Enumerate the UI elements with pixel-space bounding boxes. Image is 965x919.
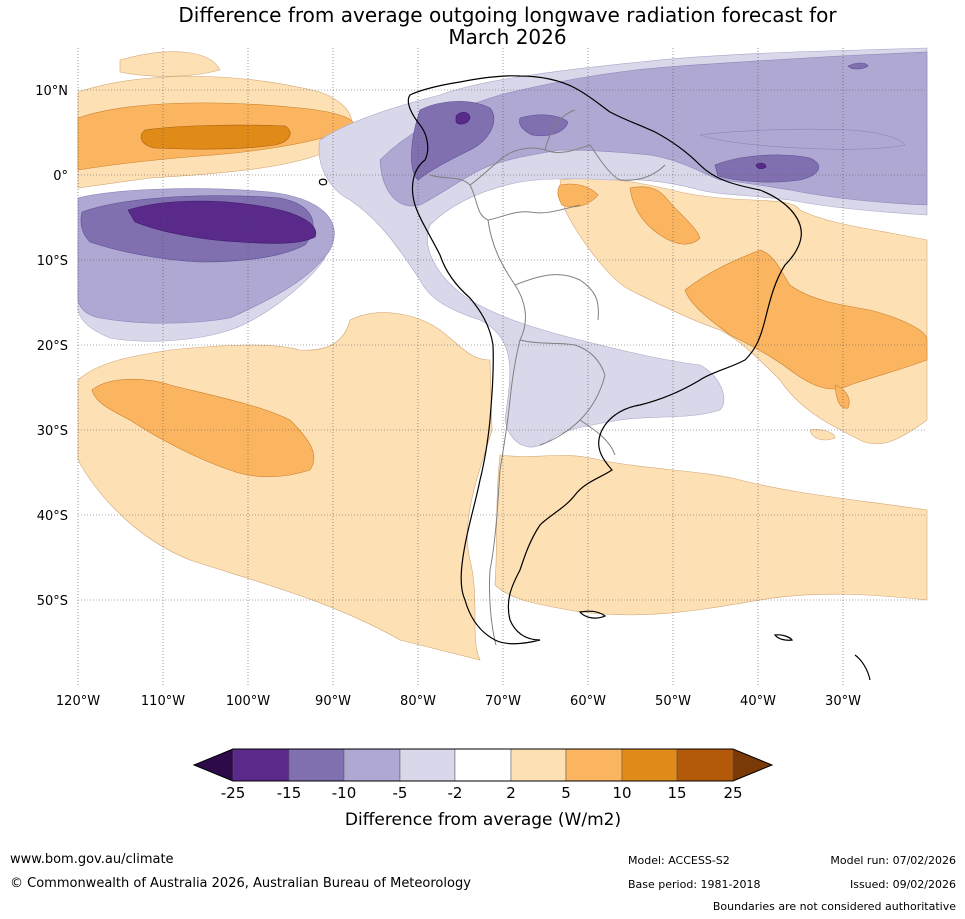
colorbar-bin [399,748,456,782]
colorbar-tick-label: -5 [393,784,408,802]
colorbar-tick-label: 25 [723,784,742,802]
colorbar-over-arrow [733,749,772,781]
colorbar-bin [510,748,567,782]
issued-date: Issued: 09/02/2026 [849,878,956,891]
colorbar-tick-label: 10 [612,784,631,802]
title-line-2: March 2026 [448,25,567,49]
model-name: Model: ACCESS-S2 [628,854,730,867]
map-panel [77,47,928,685]
colorbar-bin [565,748,623,782]
chart-title: Difference from average outgoing longwav… [0,4,965,48]
colorbar-tick-label: 15 [667,784,686,802]
title-line-1: Difference from average outgoing longwav… [178,3,837,27]
colorbar-bin [621,748,678,782]
boundary-disclaimer: Boundaries are not considered authoritat… [712,900,956,913]
lon-label: 100°W [226,694,270,709]
orange-anomaly-regions [140,124,291,150]
latitude-labels: 10°N 0° 10°S 20°S 30°S 40°S 50°S [35,84,68,609]
light-orange-anomaly-regions [77,102,928,478]
lon-label: 110°W [141,694,185,709]
colorbar-bin [676,748,734,782]
copyright-text: © Commonwealth of Australia 2026, Austra… [10,876,471,891]
lat-label: 10°S [37,254,68,269]
lat-label: 30°S [37,424,68,439]
colorbar-bin [232,748,290,782]
colorbar-bin [454,748,512,782]
lat-label: 20°S [37,339,68,354]
lat-label: 50°S [37,594,68,609]
colorbar-tick-label: 5 [561,784,571,802]
base-period: Base period: 1981-2018 [628,878,761,891]
lon-label: 60°W [570,694,606,709]
colorbar-under-arrow [194,749,233,781]
colorbar-title: Difference from average (W/m2) [345,810,621,830]
lon-label: 40°W [740,694,776,709]
graticule [77,48,927,685]
lon-label: 120°W [56,694,100,709]
colorbar-bin [343,748,401,782]
colorbar-tick-label: 2 [506,784,516,802]
longitude-labels: 120°W 110°W 100°W 90°W 80°W 70°W 60°W 50… [56,694,861,709]
colorbar-tick-label: -25 [221,784,246,802]
lon-label: 50°W [655,694,691,709]
colorbar-tick-label: -10 [332,784,357,802]
model-run-date: Model run: 07/02/2026 [830,854,956,867]
lat-label: 10°N [35,84,68,99]
deep-purple-anomaly-regions [127,112,767,244]
lon-label: 80°W [400,694,436,709]
lon-label: 30°W [825,694,861,709]
colorbar-bin [288,748,345,782]
website-link[interactable]: www.bom.gov.au/climate [10,852,174,867]
lon-label: 70°W [485,694,521,709]
colorbar-tick-label: -15 [277,784,302,802]
colorbar: -25 -15 -10 -5 -2 2 5 10 15 25 Differenc… [192,748,774,830]
coastline [318,75,871,681]
colorbar-tick-label: -2 [448,784,463,802]
colorbar-outline [192,748,774,782]
country-borders [429,109,666,646]
lat-label: 0° [53,169,68,184]
lat-label: 40°S [37,509,68,524]
lon-label: 90°W [315,694,351,709]
